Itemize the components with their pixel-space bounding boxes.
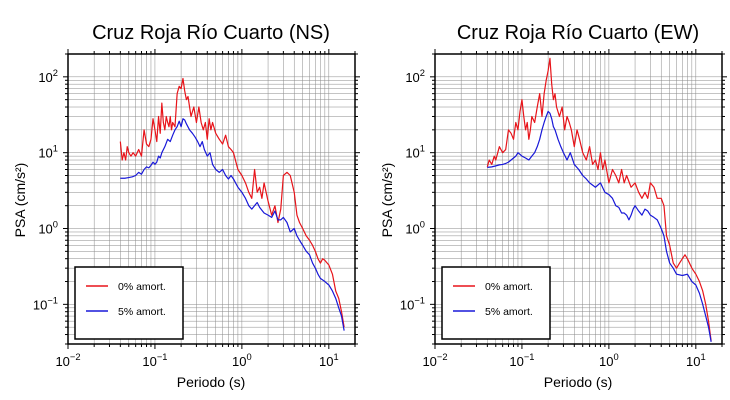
y-tick-label: 102	[38, 68, 58, 85]
x-tick-label: 100	[599, 352, 619, 369]
x-tick-label: 100	[232, 352, 252, 369]
y-axis-label: PSA (cm/s²)	[12, 163, 28, 238]
x-axis-label: Periodo (s)	[544, 374, 612, 390]
y-tick-label: 10−1	[400, 295, 425, 312]
series-group	[119, 77, 345, 331]
grid	[67, 53, 356, 345]
x-tick-label: 101	[319, 352, 339, 369]
legend: 0% amort. 5% amort.	[74, 266, 184, 340]
legend-label: 5% amort.	[485, 306, 533, 318]
y-tick-label: 100	[38, 220, 58, 237]
chart-title: Cruz Roja Río Cuarto (EW)	[457, 22, 699, 44]
legend-label: 0% amort.	[485, 281, 533, 293]
series-group	[486, 57, 712, 342]
chart-title: Cruz Roja Río Cuarto (NS)	[92, 22, 330, 44]
x-tick-label: 10−1	[142, 352, 167, 369]
legend-box	[74, 266, 184, 340]
plot-frame	[67, 53, 356, 345]
y-axis-label: PSA (cm/s²)	[379, 163, 395, 238]
y-tick-label: 101	[38, 144, 58, 161]
chart-ew: Cruz Roja Río Cuarto (EW) Periodo (s) PS…	[379, 22, 727, 390]
y-tick-label: 102	[405, 68, 425, 85]
x-tick-label: 10−2	[422, 352, 447, 369]
axis-ticks	[63, 49, 360, 349]
x-tick-label: 10−1	[509, 352, 534, 369]
series-line-blue	[487, 110, 712, 342]
x-tick-label: 10−2	[55, 352, 80, 369]
y-tick-label: 10−1	[33, 295, 58, 312]
x-tick-label: 101	[686, 352, 706, 369]
x-axis-label: Periodo (s)	[177, 374, 245, 390]
y-tick-label: 100	[405, 220, 425, 237]
axis-ticks	[430, 49, 727, 349]
series-line-red	[486, 57, 712, 341]
chart-ns: Cruz Roja Río Cuarto (NS) Periodo (s) PS…	[12, 22, 360, 390]
grid	[434, 53, 723, 345]
y-tick-label: 101	[405, 144, 425, 161]
legend: 0% amort. 5% amort.	[441, 266, 551, 340]
legend-label: 5% amort.	[118, 306, 166, 318]
plot-frame	[434, 53, 723, 345]
series-line-red	[119, 77, 345, 328]
legend-label: 0% amort.	[118, 281, 166, 293]
series-line-blue	[120, 118, 345, 331]
legend-box	[441, 266, 551, 340]
